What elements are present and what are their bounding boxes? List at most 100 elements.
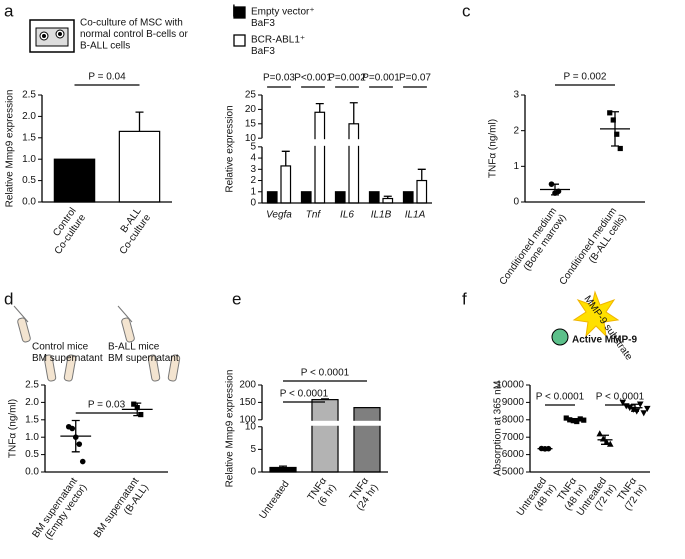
y-tick-label: 0.0 [22,197,36,208]
error-bar [315,102,324,113]
x-tick-label: B-ALLCo-culture [108,205,153,256]
x-tick-label: BM supernatant(Empty vector) [30,475,89,546]
x-tick-label: Untreated [257,479,291,521]
y-axis-label: Relative Mmp9 expression [5,90,16,208]
bone-icons [13,305,181,382]
y-tick-label: 1 [250,186,256,197]
y-axis-label: TNFα (ng/ml) [488,119,499,178]
panel-label: d [4,289,13,308]
text-line: BaF3 [251,45,275,56]
y-tick-label: 1.5 [25,414,39,425]
error-bar [551,183,559,196]
error-bar [383,195,392,199]
y-tick-label: 0.5 [22,175,36,186]
x-tick-label: Tnf [306,210,322,221]
culture-well-icon [29,19,75,53]
y-tick-label: 4 [250,153,256,164]
y-tick-label: 2.5 [22,90,36,101]
y-axis-label: Relative Mmp9 expression [225,370,236,488]
x-tick-label: TNFα(6 hr) [305,475,338,509]
y-axis-label: Relative expression [225,105,236,192]
panel-label: c [462,1,471,20]
y-tick-label: 7000 [502,432,525,443]
p-value: P = 0.03 [88,400,126,411]
p-value: P = 0.002 [564,72,607,83]
y-axis-label: Absorption at 365 nM [493,381,504,476]
data-point [76,441,83,447]
y-tick-label: 2.0 [22,111,36,122]
y-tick-label: 0 [250,467,256,478]
y-tick-label: 1.0 [25,432,39,443]
bar [280,165,292,204]
y-tick-label: 2.0 [25,397,39,408]
y-tick-label: 15 [245,118,257,129]
y-tick-label: 0.0 [25,467,39,478]
text-line: B-ALL mice [108,341,160,352]
data-point [581,417,587,423]
text-line: Control mice [32,341,89,352]
data-point [138,411,144,418]
p-value: P=0.002 [328,73,366,84]
y-tick-label: 1.0 [22,154,36,165]
bar [353,407,381,473]
x-tick-label: Untreated(48 hr) [515,476,559,525]
text-line: Conditioned medium [497,206,559,287]
y-tick-label: 5000 [502,467,525,478]
y-tick-label: 1 [513,161,519,172]
bar [416,179,428,204]
legend-swatch [233,34,246,47]
bar [382,197,394,204]
panel-label: e [232,289,241,308]
bar [314,111,326,204]
y-axis-label: TNFα (ng/ml) [8,399,19,458]
bar [334,191,346,204]
data-point [610,117,616,123]
error-bar [321,398,329,400]
data-point [606,440,614,447]
panel-label: f [462,289,467,308]
legend-label: BCR-ABL1⁺ BaF3 [251,34,305,57]
y-tick-label: 0 [250,198,256,209]
y-tick-label: 0 [513,197,519,208]
p-value: P = 0.04 [88,72,126,83]
y-tick-label: 25 [245,90,257,101]
y-tick-label: 2 [250,175,256,186]
x-tick-label: TNFα(72 hr) [613,475,648,512]
text-line: BaF3 [251,17,275,28]
schematic-label: Co-culture of MSC with normal control B-c… [80,17,188,51]
bar [266,191,278,204]
p-value: P=0.03 [263,73,295,84]
data-point [563,415,569,421]
bar [311,399,339,473]
data-point [79,458,86,465]
panel-label: a [4,1,14,20]
mmp9-icon [551,290,620,346]
text-line: BM supernatant [32,352,103,363]
data-point [636,401,644,408]
error-bar [281,150,290,166]
y-tick-label: 8000 [502,414,525,425]
data-point [617,145,623,152]
y-tick-label: 5 [250,141,256,152]
y-tick-label: 3 [250,164,256,175]
error-bar [135,111,144,132]
data-point [640,410,648,417]
schematic-label: Active MMP-9 [572,335,637,346]
x-tick-label: IL1B [371,210,392,221]
y-tick-label: 2 [513,125,519,136]
y-tick-label: 5 [250,444,256,455]
x-tick-label: IL6 [340,210,354,221]
bar [402,191,414,204]
y-tick-label: 10000 [496,380,524,391]
y-tick-label: 150 [239,397,256,408]
bar [348,123,360,204]
legend-swatch [233,6,246,19]
data-point [69,425,76,432]
text-line: normal control B-cells or [80,29,188,40]
text-line: BM supernatant [108,352,179,363]
x-tick-label: ControlCo-culture [43,205,88,256]
y-tick-label: 2.5 [25,380,39,391]
error-bar [611,111,619,147]
